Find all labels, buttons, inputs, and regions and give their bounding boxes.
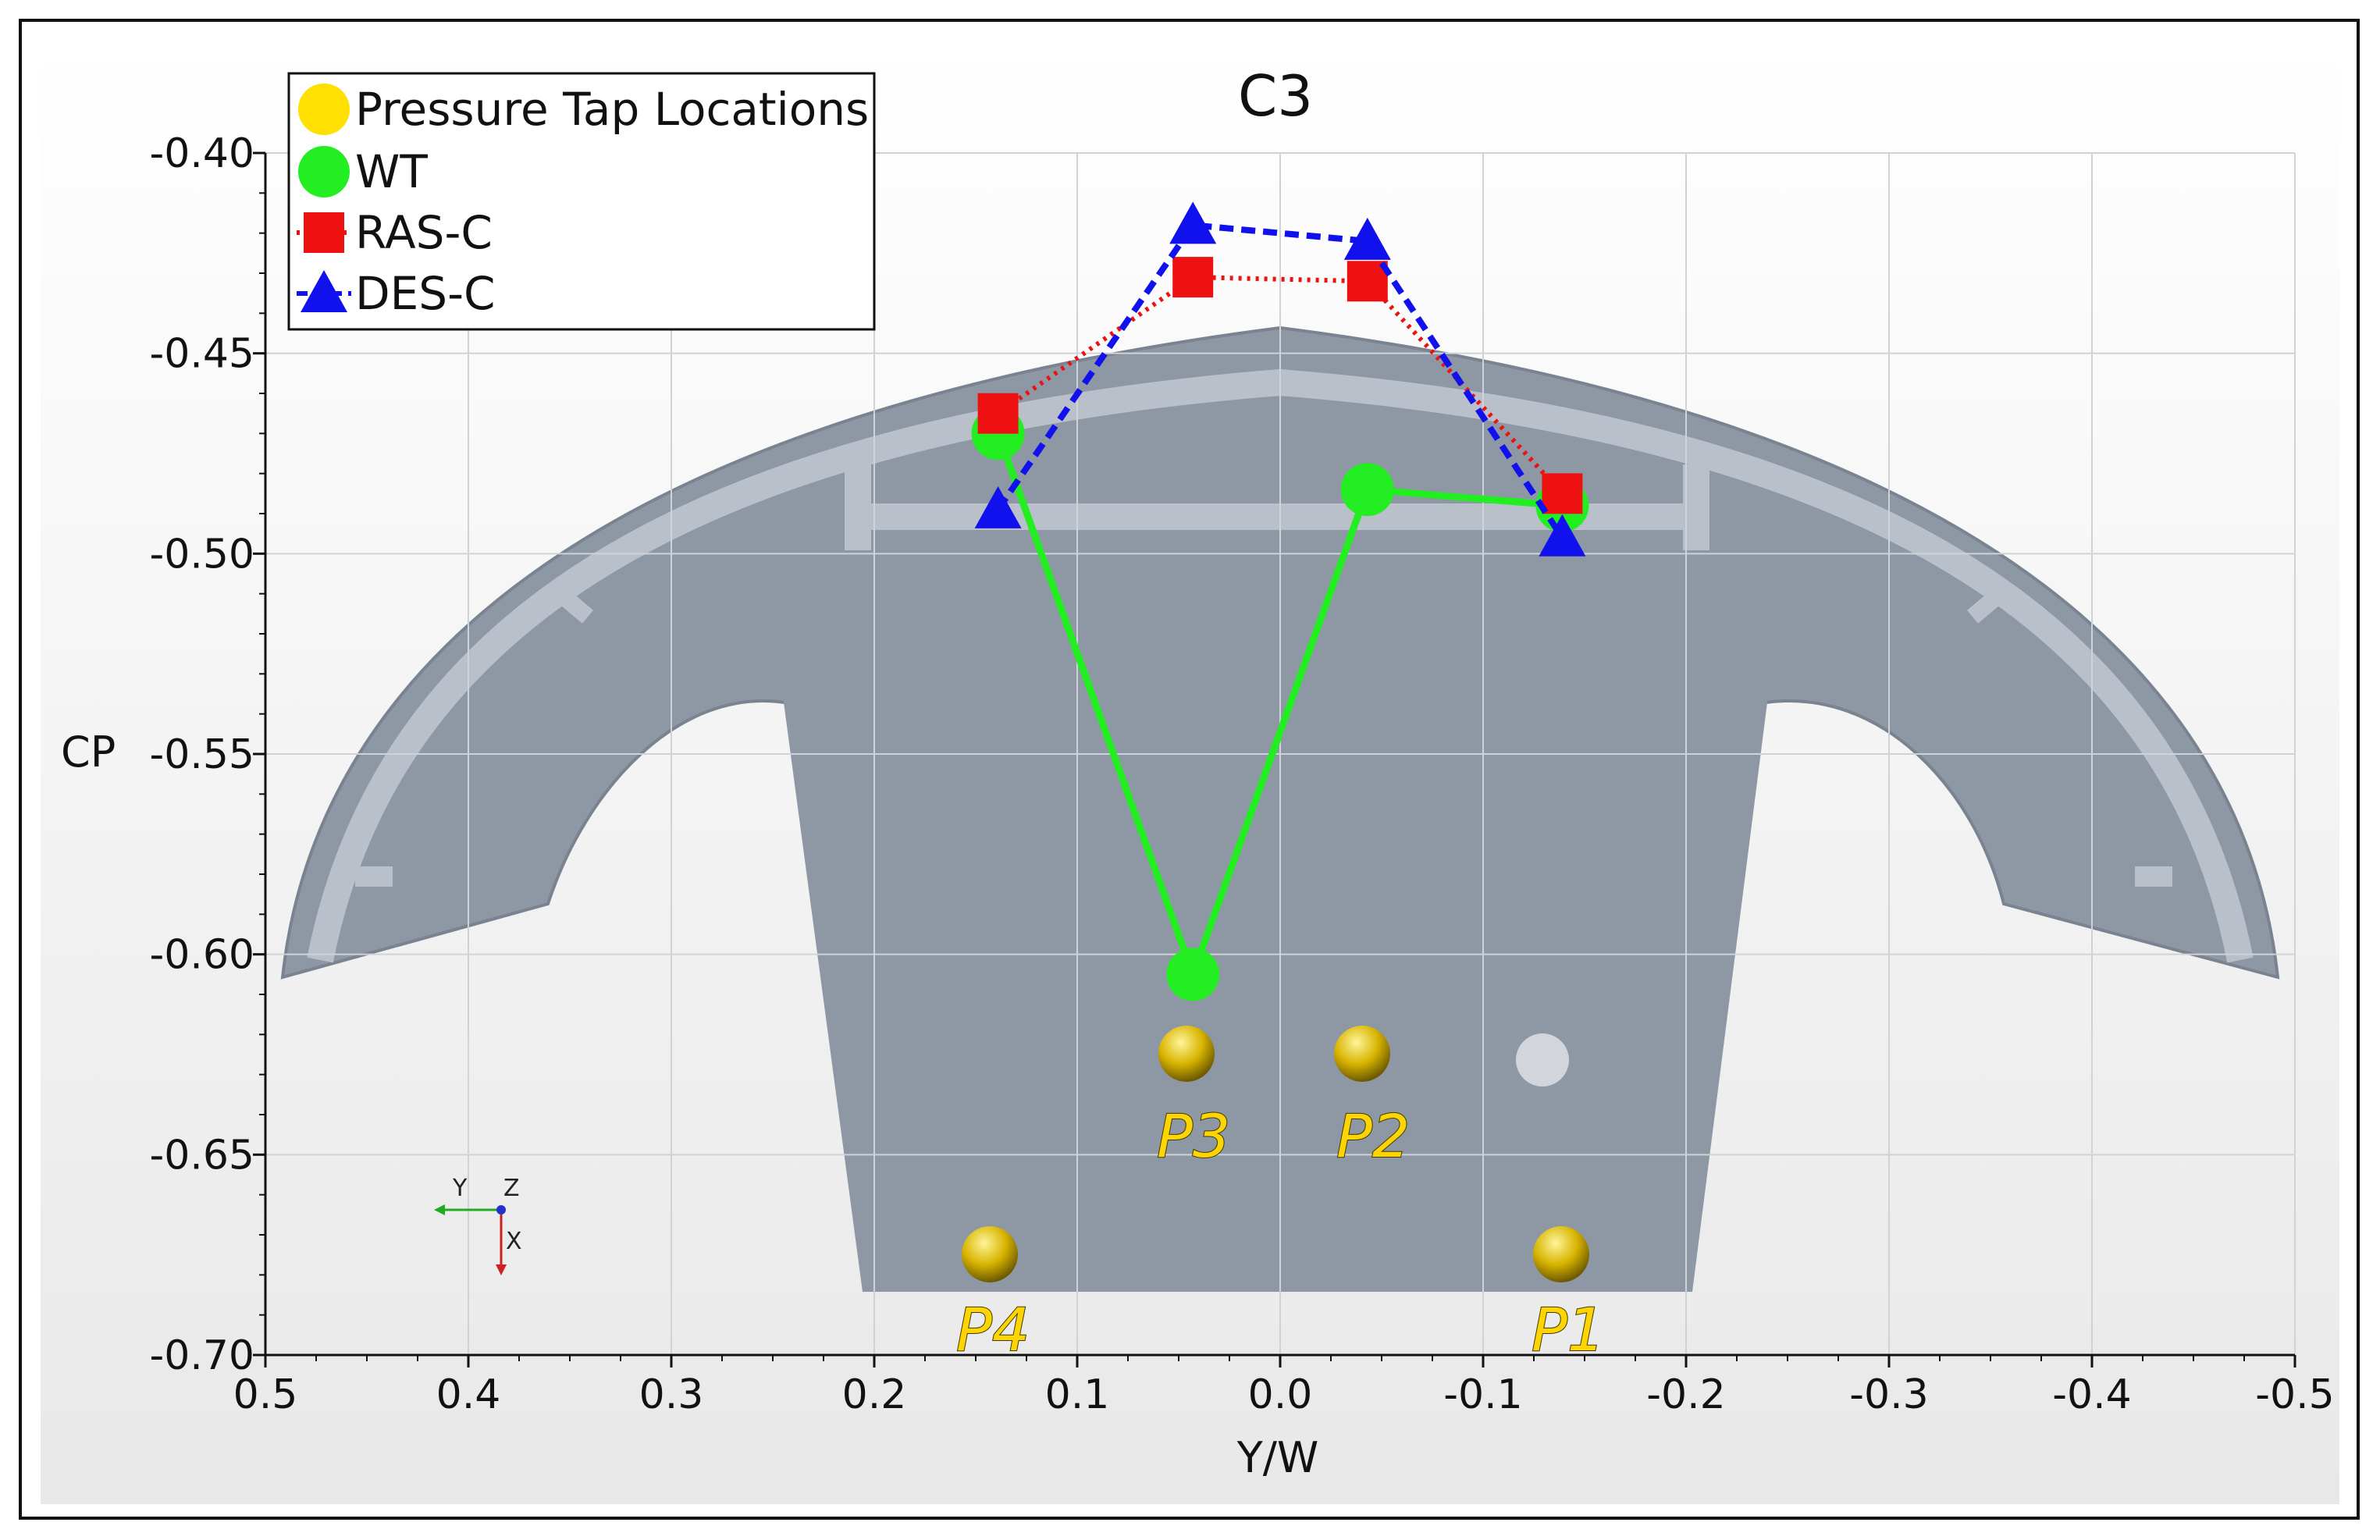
x-tick-label: -0.5: [2255, 1371, 2334, 1418]
legend-label-ras: RAS-C: [355, 206, 493, 259]
x-tick-label: -0.4: [2052, 1371, 2131, 1418]
x-tick-label: 0.0: [1248, 1371, 1313, 1418]
tap-marker-p3: [1158, 1026, 1215, 1082]
y-tick-label: -0.70: [149, 1332, 254, 1379]
legend-box: [287, 72, 876, 331]
series-layer: [971, 201, 1589, 1001]
data-point-ras-c-2: [1347, 261, 1388, 302]
triad-y-arrow: [434, 1204, 445, 1215]
triad-label-x: X: [506, 1228, 522, 1255]
x-tick-label: 0.5: [233, 1371, 298, 1418]
x-axis-label: Y/W: [1236, 1433, 1319, 1482]
triad-label-y: Y: [452, 1175, 468, 1202]
data-point-des-c-0: [974, 485, 1022, 528]
x-tick-label: 0.3: [639, 1371, 704, 1418]
y-tick-label: -0.60: [149, 932, 254, 979]
y-axis-label: CP: [61, 727, 116, 777]
tap-label-p1: P1: [1532, 1295, 1605, 1364]
legend-label-des: DES-C: [355, 267, 496, 320]
data-point-des-c-2: [1343, 217, 1391, 260]
tap-label-p3: P3: [1157, 1101, 1230, 1171]
y-tick-label: -0.65: [149, 1132, 254, 1179]
data-point-ras-c-1: [1172, 257, 1214, 298]
tap-marker-p1: [1533, 1226, 1589, 1282]
y-tick-labels: -0.40 -0.45 -0.50 -0.55 -0.60 -0.65 -0.70: [149, 130, 265, 1379]
triad-origin: [496, 1205, 506, 1215]
y-tick-label: -0.40: [149, 130, 254, 177]
body-crossbar-left-post: [845, 464, 871, 550]
x-tick-label: -0.2: [1646, 1371, 1725, 1418]
triad-label-z: Z: [503, 1175, 520, 1202]
legend-swatch-tap: [298, 84, 350, 135]
x-tick-label: 0.4: [436, 1371, 501, 1418]
x-tick-label: -0.3: [1849, 1371, 1928, 1418]
rim-tab-left: [546, 580, 594, 624]
series-ras-c: [977, 257, 1583, 514]
series-des-c: [974, 201, 1586, 557]
y-tick-label: -0.55: [149, 731, 254, 778]
tap-label-p4: P4: [956, 1295, 1030, 1364]
data-point-des-c-1: [1169, 201, 1217, 244]
legend-label-tap: Pressure Tap Locations: [355, 83, 869, 136]
legend-swatch-des: [301, 270, 347, 312]
x-tick-label: 0.2: [842, 1371, 907, 1418]
main-body-shape: [784, 546, 1767, 1292]
rim-tab-right: [1966, 580, 2015, 624]
grid: [265, 152, 2296, 1356]
chart-title: C3: [1238, 63, 1313, 129]
tap-marker-p2: [1334, 1026, 1390, 1082]
series-line-wt: [994, 432, 1563, 978]
x-tick-label: 0.1: [1045, 1371, 1110, 1418]
rim-notch-left: [355, 866, 393, 887]
y-tick-label: -0.45: [149, 331, 254, 378]
legend-swatch-wt: [298, 146, 350, 197]
data-point-des-c-3: [1539, 514, 1586, 557]
pressure-taps: P3 P2 P4 P1: [955, 1026, 1606, 1365]
data-point-ras-c-3: [1542, 473, 1583, 514]
data-point-wt-1: [1166, 948, 1220, 1001]
tap-label-p2: P2: [1336, 1101, 1410, 1171]
legend-swatch-ras: [304, 212, 344, 253]
x-tick-labels: 0.5 0.4 0.3 0.2 0.1 0.0 -0.1 -0.2 -0.3 -0.4 -0.5: [233, 1355, 2335, 1418]
legend-label-wt: WT: [355, 145, 428, 198]
axis-triad: Y Z X: [434, 1175, 522, 1275]
rim-notch-right: [2135, 866, 2172, 887]
legend: Pressure Tap Locations WT RAS-C DES-C: [287, 72, 876, 331]
body-crossbar-right-post: [1683, 464, 1709, 550]
y-tick-label: -0.50: [149, 531, 254, 578]
data-point-wt-2: [1340, 463, 1394, 517]
x-tick-label: -0.1: [1443, 1371, 1522, 1418]
body-hole: [1516, 1033, 1569, 1087]
tap-marker-p4: [962, 1226, 1018, 1282]
triad-x-arrow: [496, 1264, 507, 1275]
data-point-ras-c-0: [977, 393, 1019, 434]
